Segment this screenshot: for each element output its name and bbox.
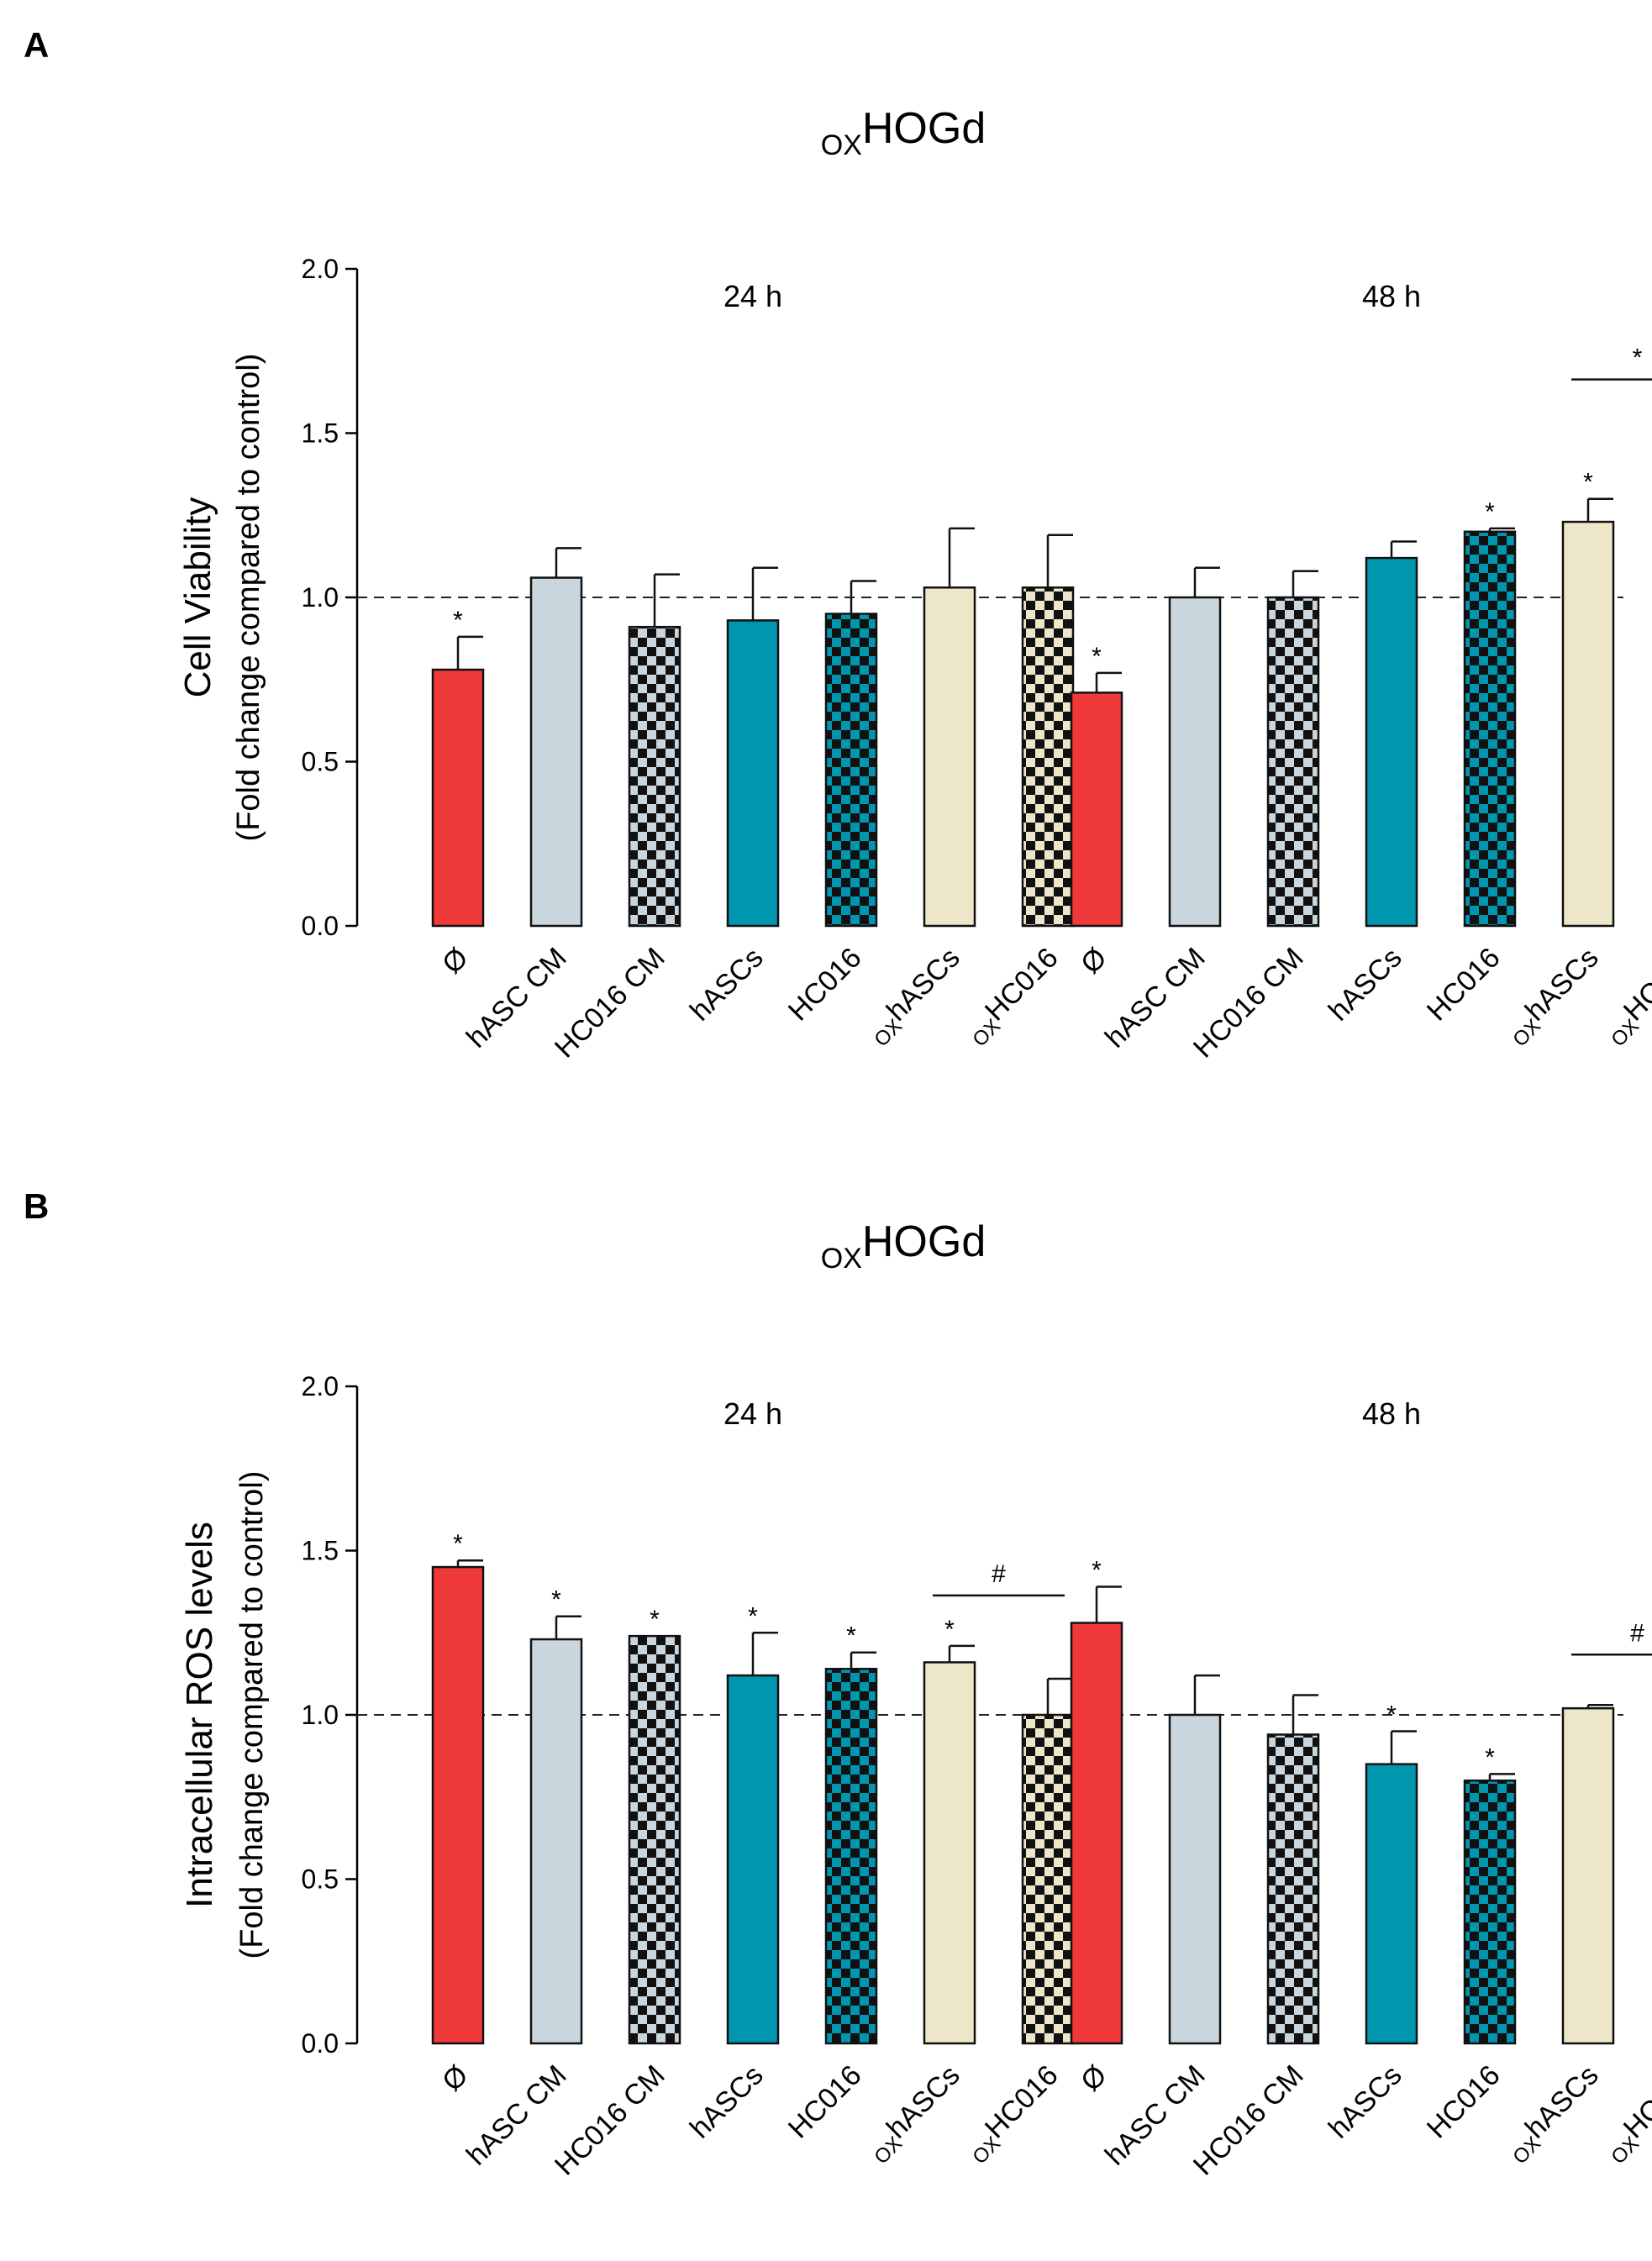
bar — [1168, 1713, 1222, 2045]
panel-letter-a: A — [24, 25, 50, 65]
bar — [1365, 556, 1418, 928]
y-tick-label: 2.0 — [302, 1371, 339, 1401]
category-label: Ø — [436, 942, 475, 981]
group-label: 24 h — [723, 279, 782, 313]
bar — [726, 1674, 780, 2045]
bar — [1365, 1763, 1418, 2045]
category-label: OXHC016 — [958, 942, 1067, 1051]
bar — [1266, 1733, 1320, 2045]
y-tick-label: 1.5 — [302, 418, 339, 449]
category-label-main: HC016 — [979, 942, 1065, 1028]
y-axis-label-2: (Fold change compared to control) — [234, 1471, 270, 1959]
category-label: HC016 — [1421, 942, 1507, 1028]
category-label: OXhASCs — [1498, 2059, 1607, 2169]
category-label: hASCs — [1323, 2059, 1408, 2145]
chart-title: OXHOGd — [821, 104, 986, 161]
bar — [628, 625, 681, 928]
significance-mark: * — [1386, 1701, 1397, 1729]
significance-mark: * — [650, 1606, 660, 1633]
y-tick-label: 0.5 — [302, 747, 339, 777]
y-tick-label: 0.0 — [302, 911, 339, 941]
significance-mark: * — [1485, 498, 1495, 526]
category-label: OXhASCs — [860, 2059, 969, 2169]
bar — [529, 576, 583, 928]
category-label: OXHC016 — [958, 2059, 1067, 2169]
bar — [923, 586, 976, 928]
significance-mark: * — [1092, 1557, 1102, 1585]
significance-mark: * — [846, 1622, 856, 1650]
category-label: Ø — [1075, 2059, 1113, 2098]
bar — [1463, 1779, 1517, 2045]
group-label: 48 h — [1362, 1396, 1421, 1431]
chart-title-subscript: OX — [821, 129, 862, 161]
significance-mark: * — [1092, 643, 1102, 670]
panel-letter-b: B — [24, 1186, 50, 1226]
chart-title-main: HOGd — [862, 1217, 986, 1266]
category-label-main: HC016 — [1618, 942, 1652, 1028]
bar — [529, 1638, 583, 2045]
bracket-label: # — [992, 1560, 1006, 1588]
y-axis-label-2: (Fold change compared to control) — [231, 354, 266, 842]
group-label: 48 h — [1362, 279, 1421, 313]
category-label: Ø — [436, 2059, 475, 2098]
bar — [1266, 596, 1320, 928]
chart-panel-b: OXHOGd Intracellular ROS levels (Fold chan… — [179, 1217, 1652, 2182]
significance-mark: * — [944, 1616, 955, 1643]
y-tick-label: 0.5 — [302, 1864, 339, 1895]
bar — [1070, 691, 1123, 928]
chart-title-main: HOGd — [862, 104, 986, 153]
category-label-main: HC016 — [1618, 2059, 1652, 2145]
bar — [1561, 520, 1615, 928]
category-label-main: hASCs — [881, 2059, 966, 2145]
significance-mark: * — [453, 607, 463, 634]
category-label: hASCs — [684, 942, 770, 1028]
bar — [726, 619, 780, 928]
bar — [1070, 1622, 1123, 2045]
significance-mark: * — [1583, 469, 1593, 497]
y-tick-label: 2.0 — [302, 254, 339, 284]
y-axis-label-1: Cell Viability — [177, 497, 218, 698]
bar — [824, 613, 878, 928]
category-label: OXhASCs — [1498, 942, 1607, 1051]
bar — [1168, 596, 1222, 928]
category-label: hASCs — [684, 2059, 770, 2145]
y-tick-label: 1.0 — [302, 582, 339, 613]
y-axis-label-1: Intracellular ROS levels — [179, 1522, 220, 1908]
significance-mark: * — [1485, 1743, 1495, 1771]
bracket-label: * — [1633, 344, 1643, 372]
bar — [431, 668, 485, 928]
bar — [1561, 1706, 1615, 2045]
chart-panel-a: OXHOGd Cell Viability (Fold change compare… — [177, 104, 1652, 1065]
category-label-main: hASCs — [1519, 942, 1605, 1028]
bar — [1463, 530, 1517, 928]
significance-mark: * — [453, 1530, 463, 1558]
bar — [431, 1565, 485, 2045]
category-label: hASCs — [1323, 942, 1408, 1028]
category-label: Ø — [1075, 942, 1113, 981]
bar — [1021, 586, 1075, 928]
category-label: OXHC016 — [1597, 942, 1652, 1051]
bracket-label: # — [1630, 1619, 1644, 1647]
bar — [824, 1668, 878, 2045]
category-label-main: hASCs — [881, 942, 966, 1028]
y-tick-label: 0.0 — [302, 2028, 339, 2059]
chart-title: OXHOGd — [821, 1217, 986, 1275]
category-label: HC016 — [782, 942, 868, 1028]
category-label: OXhASCs — [860, 942, 969, 1051]
bar — [1021, 1713, 1075, 2045]
chart-title-subscript: OX — [821, 1243, 862, 1275]
significance-mark: * — [551, 1586, 561, 1614]
y-tick-label: 1.0 — [302, 1700, 339, 1730]
bar — [628, 1634, 681, 2045]
category-label: OXHC016 — [1597, 2059, 1652, 2169]
category-label-main: hASCs — [1519, 2059, 1605, 2145]
category-label: HC016 — [782, 2059, 868, 2145]
category-label-main: HC016 — [979, 2059, 1065, 2145]
significance-mark: * — [748, 1602, 758, 1630]
category-label: HC016 — [1421, 2059, 1507, 2145]
bar — [923, 1661, 976, 2045]
y-tick-label: 1.5 — [302, 1536, 339, 1566]
group-label: 24 h — [723, 1396, 782, 1431]
